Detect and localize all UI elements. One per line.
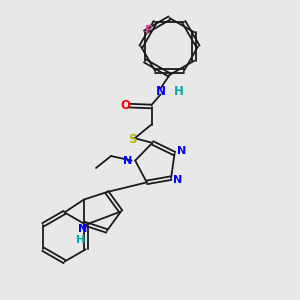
Text: H: H <box>174 85 183 98</box>
Text: N: N <box>176 146 186 156</box>
Text: S: S <box>128 133 136 146</box>
Text: F: F <box>144 24 152 37</box>
Text: N: N <box>155 85 166 98</box>
Text: O: O <box>120 99 130 112</box>
Text: N: N <box>173 176 182 185</box>
Text: N: N <box>123 156 132 166</box>
Text: H: H <box>76 235 85 245</box>
Text: N: N <box>78 224 87 234</box>
